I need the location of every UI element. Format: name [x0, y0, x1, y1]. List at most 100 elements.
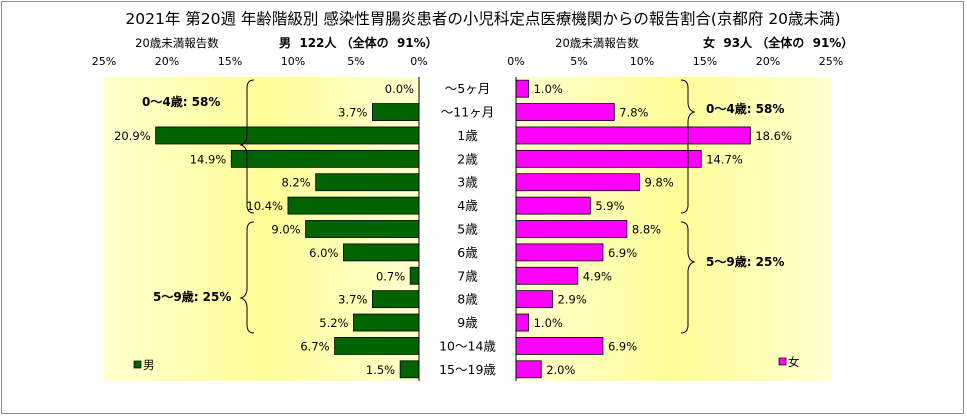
- male-value-label: 1.5%: [366, 363, 395, 377]
- female-value-label: 5.9%: [595, 199, 624, 213]
- female-value-label: 14.7%: [706, 152, 743, 166]
- left-tick-label: 0%: [410, 55, 427, 68]
- right-summary: 女 93人 （全体の 91%）: [703, 35, 853, 50]
- female-value-label: 1.0%: [534, 316, 563, 330]
- male-value-label: 0.0%: [385, 82, 414, 96]
- left-tick-label: 20%: [155, 55, 179, 68]
- male-bar: [155, 126, 420, 145]
- male-value-label: 6.7%: [300, 339, 329, 353]
- right-group-label-0-4: 0～4歳: 58%: [706, 101, 784, 116]
- female-value-label: 6.9%: [608, 339, 637, 353]
- right-tick-label: 0%: [507, 55, 524, 68]
- female-bar: [515, 266, 579, 285]
- female-bar: [515, 243, 604, 262]
- left-tick-label: 25%: [92, 55, 116, 68]
- left-group-brackets: 0～4歳: 58% 5～9歳: 25%: [142, 79, 255, 334]
- right-bracket-5-9: [680, 221, 696, 334]
- male-value-label: 14.9%: [190, 152, 227, 166]
- left-summary: 男 122人 （全体の 91%）: [279, 35, 438, 50]
- category-label: 3歳: [457, 175, 478, 190]
- female-value-label: 6.9%: [608, 246, 637, 260]
- left-group-label-5-9: 5～9歳: 25%: [153, 289, 231, 304]
- category-labels: ～5ヶ月 ～11ヶ月 1歳 2歳 3歳 4歳 5歳 6歳 7歳 8歳 9歳 10～14歳 15～19歳: [439, 81, 496, 377]
- female-value-label: 4.9%: [583, 269, 612, 283]
- female-bar: [515, 313, 530, 332]
- male-bar: [371, 290, 420, 309]
- female-bar: [515, 337, 604, 355]
- right-tick-label: 25%: [819, 55, 843, 68]
- category-label: 9歳: [457, 315, 478, 330]
- left-group-label-0-4: 0～4歳: 58%: [142, 94, 220, 109]
- male-bar: [399, 360, 420, 379]
- left-tick-label: 10%: [281, 55, 305, 68]
- category-label: 10～14歳: [439, 338, 496, 353]
- male-bar: [353, 313, 420, 332]
- category-label: 6歳: [457, 245, 478, 260]
- right-group-label-5-9: 5～9歳: 25%: [706, 254, 784, 269]
- left-legend: 男: [133, 358, 155, 372]
- male-bar: [409, 266, 420, 285]
- female-value-label: 7.8%: [619, 106, 648, 120]
- category-label: 7歳: [457, 268, 478, 283]
- right-caption: 20歳未満報告数: [555, 36, 639, 50]
- female-bar: [515, 126, 751, 145]
- female-value-label: 9.8%: [644, 176, 673, 190]
- bars: 0.0% 1.0% 3.7% 7.8% 20.9% 18.6% 14.9% 14.7% 8.2%…: [114, 79, 792, 379]
- female-value-label: 18.6%: [755, 129, 792, 143]
- left-tick-label: 15%: [218, 55, 242, 68]
- female-bar: [515, 79, 530, 98]
- female-value-label: 2.0%: [546, 363, 575, 377]
- legend-female-swatch: [778, 357, 787, 366]
- left-tick-label: 5%: [347, 55, 364, 68]
- female-value-label: 1.0%: [534, 82, 563, 96]
- male-bar: [315, 173, 420, 192]
- female-bar: [515, 290, 553, 309]
- right-tick-label: 10%: [630, 55, 654, 68]
- category-label: 2歳: [457, 151, 478, 166]
- male-value-label: 20.9%: [114, 129, 151, 143]
- right-tick-label: 15%: [693, 55, 717, 68]
- legend-male-swatch: [133, 360, 142, 369]
- right-bracket-0-4: [680, 79, 696, 214]
- male-bar: [230, 149, 420, 168]
- right-tick-label: 5%: [570, 55, 587, 68]
- female-bar: [515, 196, 591, 215]
- female-bar: [515, 360, 542, 379]
- category-label: 15～19歳: [439, 362, 496, 377]
- axes: 0% 0% 5% 5% 10% 10% 15% 15% 20% 20% 25% 25%: [92, 55, 843, 381]
- female-bar: [515, 149, 702, 168]
- left-bracket-5-9: [239, 221, 255, 334]
- right-tick-label: 20%: [756, 55, 780, 68]
- category-label: 8歳: [457, 292, 478, 307]
- female-value-label: 2.9%: [558, 293, 587, 307]
- category-label: ～11ヶ月: [441, 105, 494, 120]
- male-bar: [287, 196, 420, 215]
- male-value-label: 10.4%: [246, 199, 283, 213]
- male-value-label: 6.0%: [309, 246, 338, 260]
- category-label: 1歳: [457, 128, 478, 143]
- chart-title: 2021年 第20週 年齢階級別 感染性胃腸炎患者の小児科定点医療機関からの報告…: [125, 10, 840, 28]
- male-bar: [371, 103, 420, 121]
- male-value-label: 3.7%: [338, 293, 367, 307]
- male-bar: [334, 337, 420, 355]
- category-label: ～5ヶ月: [445, 81, 490, 96]
- male-value-label: 9.0%: [271, 223, 300, 237]
- female-bar: [515, 103, 615, 121]
- female-value-label: 8.8%: [632, 223, 661, 237]
- left-bracket-0-4: [239, 79, 255, 214]
- male-value-label: 0.7%: [376, 269, 405, 283]
- right-group-brackets: 0～4歳: 58% 5～9歳: 25%: [680, 79, 784, 334]
- male-bar: [342, 243, 420, 262]
- female-bar: [515, 220, 628, 238]
- male-value-label: 8.2%: [281, 176, 310, 190]
- left-caption: 20歳未満報告数: [135, 36, 219, 50]
- male-value-label: 5.2%: [319, 316, 348, 330]
- male-bar: [305, 220, 420, 238]
- legend-female-label: 女: [788, 355, 800, 369]
- legend-male-label: 男: [143, 358, 155, 372]
- category-label: 5歳: [457, 222, 478, 237]
- female-bar: [515, 173, 640, 192]
